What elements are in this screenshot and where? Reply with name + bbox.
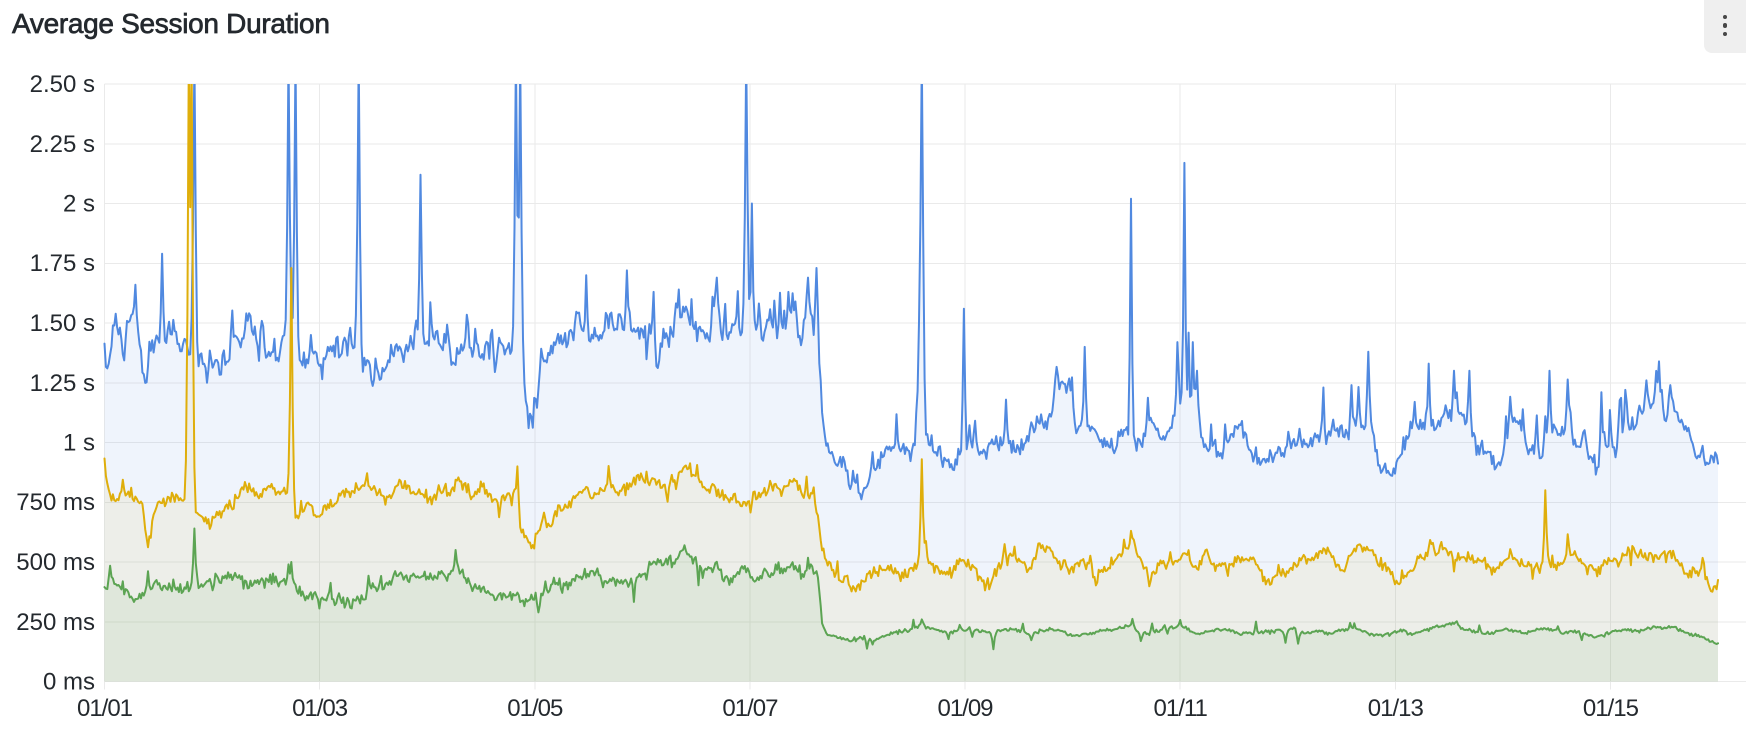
svg-text:1.75 s: 1.75 s [30, 250, 95, 277]
svg-text:01/13: 01/13 [1368, 695, 1424, 722]
svg-text:1.25 s: 1.25 s [30, 370, 95, 397]
svg-text:01/05: 01/05 [507, 695, 563, 722]
svg-text:250 ms: 250 ms [16, 609, 95, 636]
svg-text:01/03: 01/03 [292, 695, 348, 722]
svg-text:2.50 s: 2.50 s [30, 71, 95, 98]
svg-text:01/09: 01/09 [937, 695, 993, 722]
svg-text:1 s: 1 s [63, 430, 95, 457]
svg-text:2.25 s: 2.25 s [30, 131, 95, 158]
svg-text:750 ms: 750 ms [16, 489, 95, 516]
svg-text:01/07: 01/07 [722, 695, 778, 722]
svg-text:01/11: 01/11 [1154, 695, 1208, 722]
svg-text:2 s: 2 s [63, 191, 95, 218]
svg-text:1.50 s: 1.50 s [30, 310, 95, 337]
svg-text:0 ms: 0 ms [43, 669, 95, 696]
svg-text:01/01: 01/01 [77, 695, 133, 722]
svg-text:01/15: 01/15 [1583, 695, 1639, 722]
svg-text:500 ms: 500 ms [16, 549, 95, 576]
